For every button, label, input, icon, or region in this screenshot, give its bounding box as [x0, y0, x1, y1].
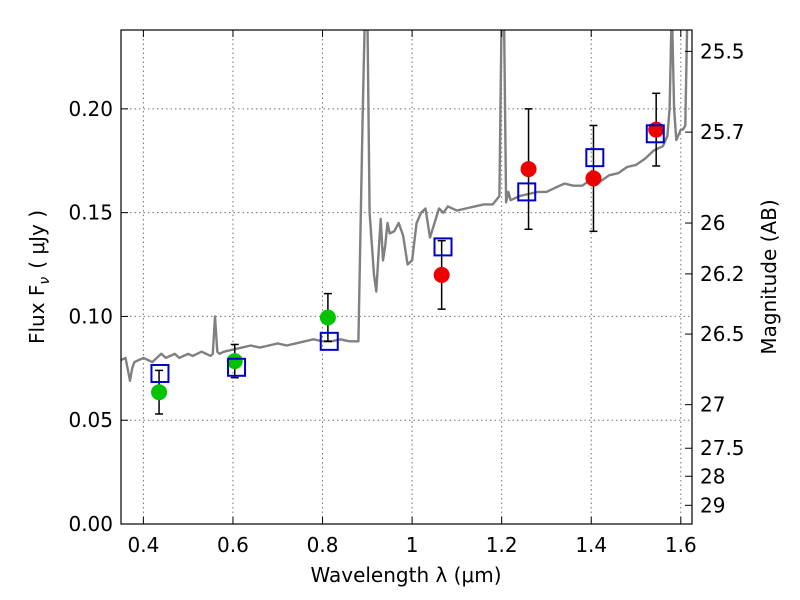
y-tick-label: 0.15 [68, 201, 113, 225]
magnitude-tick-label: 26 [700, 211, 725, 235]
data-point-square [517, 182, 537, 202]
data-point-circle [520, 161, 537, 178]
x-axis-label: Wavelength λ (μm) [310, 563, 501, 587]
data-point-circle [226, 353, 243, 370]
x-tick-label: 0.8 [307, 533, 339, 557]
data-point-circle [433, 266, 450, 283]
data-point-square [645, 124, 665, 144]
magnitude-tick-label: 27.5 [700, 436, 745, 460]
markers-layer [150, 121, 665, 401]
x-tick-label: 1 [406, 533, 419, 557]
data-point-square [433, 237, 453, 257]
x-tick-label: 0.4 [127, 533, 159, 557]
plot-frame [120, 29, 693, 525]
y-axis-label-right: Magnitude (AB) [757, 199, 781, 354]
data-point-square [150, 364, 170, 384]
data-point-square [227, 357, 247, 377]
grid-lines [121, 30, 692, 525]
magnitude-tick-label: 26.5 [700, 322, 745, 346]
data-point-circle [319, 309, 336, 326]
y-axis-label-main: Flux F [25, 285, 49, 344]
y-tick-label: 0.00 [68, 512, 113, 536]
data-point-square [585, 148, 605, 168]
x-tick-label: 1.2 [486, 533, 518, 557]
magnitude-tick-label: 25.5 [700, 39, 745, 63]
magnitude-tick-label: 26.2 [700, 262, 745, 286]
data-point-circle [648, 121, 665, 138]
data-point-square [319, 331, 339, 351]
y-tick-label: 0.05 [68, 408, 113, 432]
magnitude-tick-label: 28 [700, 464, 725, 488]
magnitude-tick-label: 29 [700, 493, 725, 517]
x-tick-label: 0.6 [217, 533, 249, 557]
data-point-circle [151, 384, 168, 401]
y-axis-label-units: ( μJy ) [25, 210, 49, 269]
x-tick-label: 1.6 [665, 533, 697, 557]
y-tick-label: 0.20 [68, 97, 113, 121]
spectrum-layer [121, 30, 689, 382]
x-tick-label: 1.4 [575, 533, 607, 557]
y-axis-label-left: Flux Fν ( μJy ) [25, 210, 53, 344]
spectrum-line [121, 30, 689, 382]
y-axis-label-subscript: ν [37, 277, 53, 285]
data-point-circle [585, 170, 602, 187]
ticks-layer: 0.4 0.6 0.8 1 1.2 1.4 1.6 0.00 0.05 0.10 0.15 0.20 2… [68, 30, 745, 557]
y-tick-label: 0.10 [68, 304, 113, 328]
magnitude-tick-label: 27 [700, 393, 725, 417]
magnitude-tick-label: 25.7 [700, 120, 745, 144]
